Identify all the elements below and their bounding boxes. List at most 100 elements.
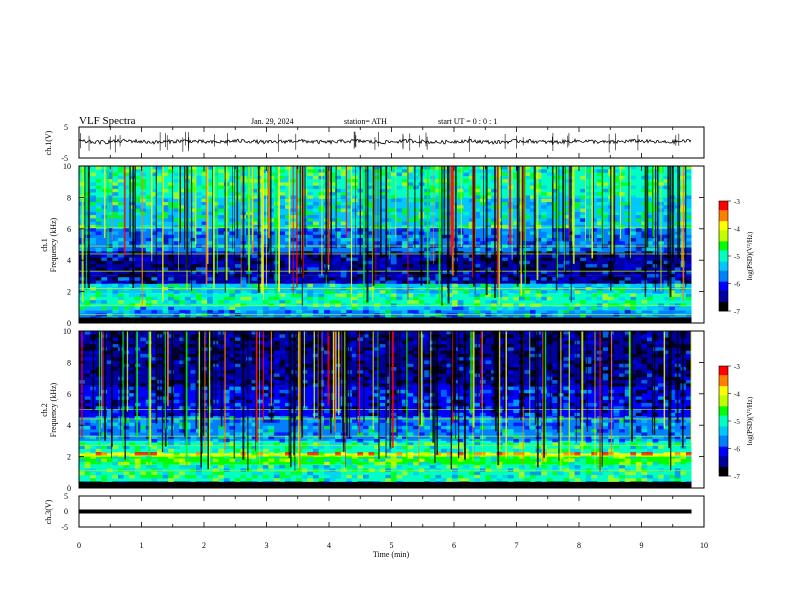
spectrogram-cell [585, 208, 592, 213]
spectrogram-cell [273, 474, 280, 479]
spectrogram-cell [685, 283, 692, 288]
spectrogram-cell [335, 445, 342, 450]
spectrogram-cell [106, 234, 113, 239]
spectrogram-cell [368, 337, 375, 342]
spectrogram-cell [307, 296, 314, 301]
spectrogram-cell [268, 465, 275, 469]
spectrogram-cell [156, 296, 163, 301]
spectrogram-cell [168, 393, 174, 397]
spectrogram-cell [285, 309, 291, 314]
spectrogram-cell [257, 237, 264, 242]
spectrogram-cell [446, 313, 453, 317]
spectrogram-cell [340, 267, 347, 271]
spectrogram-cell [557, 185, 564, 190]
spectrogram-cell [285, 201, 291, 206]
spectrogram-cell [401, 224, 408, 229]
spectrogram-cell [396, 296, 403, 301]
spectrogram-cell [613, 211, 620, 216]
spectrogram-cell [435, 380, 442, 384]
spectrogram-cell [268, 435, 275, 440]
spectrogram-cell [179, 224, 186, 229]
spectrogram-cell [524, 267, 531, 271]
spectrogram-cell [90, 218, 97, 222]
spectrogram-cell [535, 221, 542, 226]
spectrogram-cell [635, 264, 642, 268]
spectrogram-cell [145, 264, 152, 268]
spectrogram-cell [212, 234, 219, 239]
spectrogram-cell [613, 306, 620, 311]
spectrogram-cell [184, 474, 191, 479]
spectrogram-cell [79, 458, 85, 463]
spectrogram-cell [162, 169, 169, 173]
spectrogram-cell [251, 208, 258, 213]
spectrogram-cell [351, 386, 358, 391]
spectrogram-cell [429, 228, 436, 232]
spectrogram-cell [168, 334, 174, 338]
spectrogram-cell [84, 234, 91, 239]
spectrogram-cell [285, 264, 291, 268]
spectrogram-cell [156, 461, 163, 466]
spectrogram-cell [685, 270, 692, 275]
spectrogram-cell [296, 300, 303, 304]
spectrogram-cell [362, 429, 369, 433]
spectrogram-cell [156, 448, 163, 453]
spectrogram-cell [218, 221, 225, 226]
spectrogram-cell [234, 471, 241, 476]
spectrogram-cell [151, 198, 158, 203]
spectrogram-cell [424, 380, 431, 384]
spectrogram-cell [168, 270, 174, 275]
spectrogram-cell [646, 313, 653, 317]
spectrogram-cell [474, 247, 481, 252]
spectrogram-cell [240, 290, 247, 294]
spectrogram-cell [285, 406, 291, 410]
spectrogram-cell [351, 366, 358, 371]
spectrogram-cell [257, 445, 264, 450]
spectrogram-cell [580, 300, 587, 304]
spectrogram-cell [485, 228, 492, 232]
spectrogram-cell [368, 334, 375, 338]
spectrogram-cell [596, 198, 603, 203]
spectrogram-cell [479, 313, 486, 317]
spectrogram-cell [324, 303, 330, 307]
spectrogram-cell [279, 169, 286, 173]
spectrogram-cell [156, 478, 163, 482]
spectrogram-cell [396, 452, 403, 456]
spectrogram-cell [117, 296, 124, 301]
spectrogram-cell [513, 205, 520, 209]
spectrogram-cell [474, 309, 481, 314]
spectrogram-cell [602, 247, 609, 252]
spectrogram-cell [524, 172, 531, 177]
spectrogram-cell [569, 296, 575, 301]
spectrogram-cell [156, 169, 163, 173]
spectrogram-cell [362, 234, 369, 239]
spectrogram-cell [463, 228, 470, 232]
spectrogram-cell [390, 270, 397, 275]
spectrogram-cell [563, 283, 570, 288]
spectrogram-cell [585, 296, 592, 301]
spectrogram-cell [285, 300, 291, 304]
spectrogram-cell [340, 468, 347, 472]
spectrogram-cell [552, 241, 559, 245]
spectrogram-cell [513, 296, 520, 301]
spectrogram-cell [190, 260, 197, 265]
spectrogram-cell [134, 237, 141, 242]
spectrogram-cell [574, 234, 581, 239]
spectrogram-cell [646, 208, 653, 213]
spectrogram-cell [257, 179, 264, 183]
spectrogram-cell [413, 380, 419, 384]
spectrogram-cell [140, 280, 147, 285]
spectrogram-cell [162, 264, 169, 268]
spectrogram-cell [296, 169, 303, 173]
spectrogram-cell [530, 303, 536, 307]
spectrogram-cell [502, 300, 509, 304]
spectrogram-cell [485, 264, 492, 268]
spectrogram-cell [95, 422, 102, 427]
spectrogram-cell [301, 445, 308, 450]
spectrogram-cell [223, 465, 230, 469]
spectrogram-cell [468, 270, 475, 275]
spectrogram-cell [429, 241, 436, 245]
spectrogram-cell [457, 241, 464, 245]
spectrogram-cell [106, 293, 113, 298]
spectrogram-cell [246, 474, 252, 479]
spectrogram-cell [84, 192, 91, 196]
